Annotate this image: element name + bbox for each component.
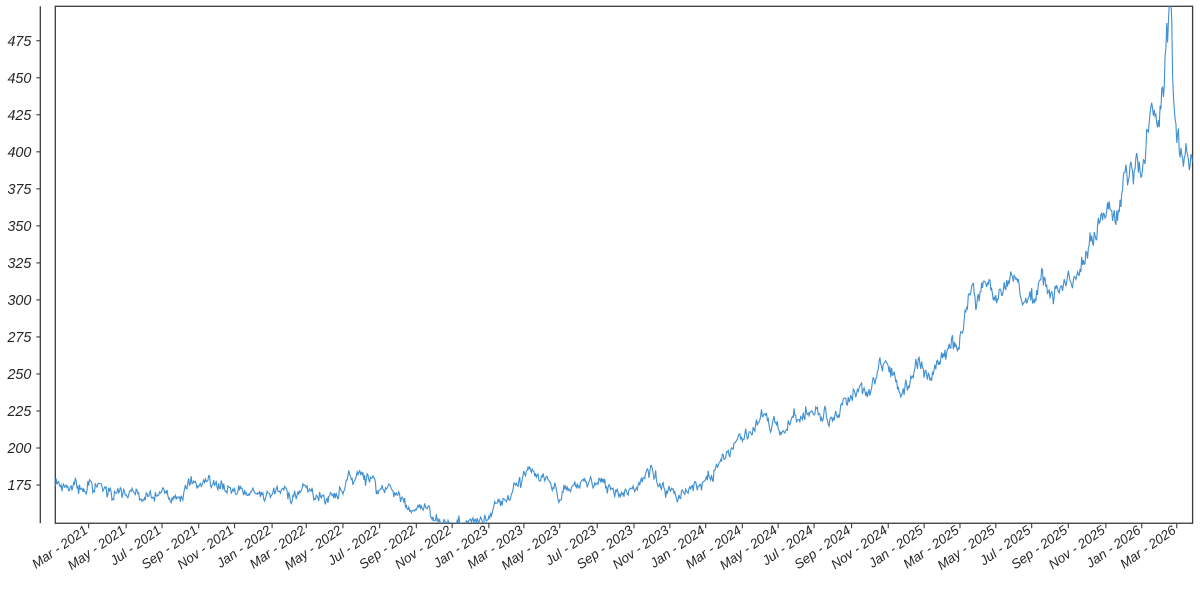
svg-text:475: 475 [7,34,31,50]
svg-text:350: 350 [7,219,31,235]
svg-text:450: 450 [7,71,31,87]
svg-text:200: 200 [6,441,31,457]
svg-text:400: 400 [7,145,31,161]
svg-text:225: 225 [6,404,31,420]
svg-text:250: 250 [6,367,31,383]
svg-text:175: 175 [7,478,31,494]
svg-text:425: 425 [7,108,31,124]
svg-text:375: 375 [7,182,31,198]
svg-text:275: 275 [6,330,31,346]
svg-text:300: 300 [7,293,31,309]
svg-text:325: 325 [7,256,31,272]
